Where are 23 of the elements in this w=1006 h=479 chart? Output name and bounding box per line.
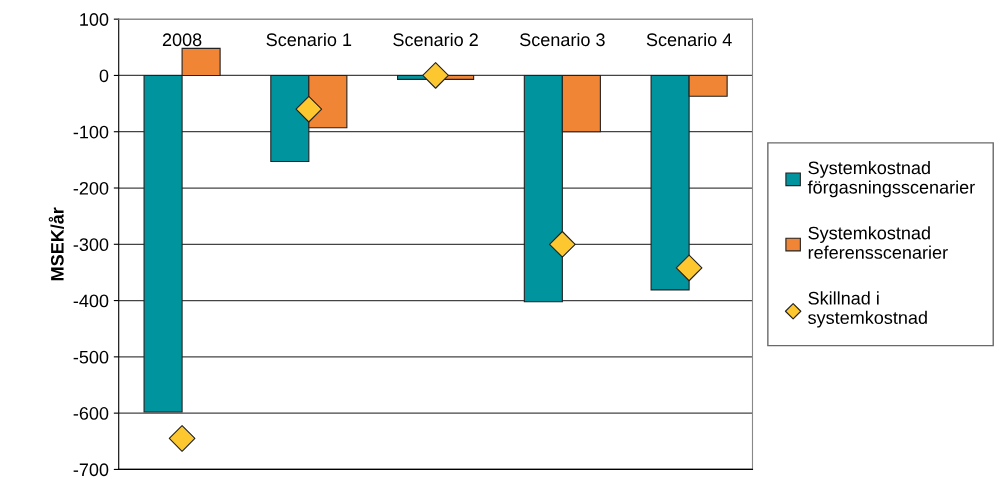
x-tick-label: Scenario 3 xyxy=(520,32,605,47)
y-tick-label: -100 xyxy=(73,125,109,139)
x-tick-label: Scenario 1 xyxy=(266,32,352,47)
y-tick-label: -200 xyxy=(73,181,109,195)
legend-label: Systemkostnad förgasningsscenarier xyxy=(807,160,975,198)
legend-label: Skillnad i systemkostnad xyxy=(808,291,927,328)
y-tick-label: -700 xyxy=(73,463,109,477)
legend-label: Systemkostnad referensscenarier xyxy=(808,226,948,259)
point xyxy=(422,62,449,89)
x-tick-label: Scenario 2 xyxy=(393,32,478,47)
x-tick-label: 2008 xyxy=(162,33,202,47)
y-axis-title: MSEK/år xyxy=(48,207,64,281)
y-tick-label: -600 xyxy=(73,407,109,420)
point xyxy=(295,95,323,123)
point xyxy=(548,230,576,258)
x-tick-label: Scenario 4 xyxy=(646,32,732,47)
y-tick-label: 100 xyxy=(80,13,109,26)
point xyxy=(168,425,196,452)
y-tick-label: -400 xyxy=(73,294,109,308)
y-tick-label: -300 xyxy=(73,238,109,252)
y-tick-label: -500 xyxy=(73,350,109,364)
point xyxy=(675,254,703,282)
y-tick-label: 0 xyxy=(99,69,109,83)
